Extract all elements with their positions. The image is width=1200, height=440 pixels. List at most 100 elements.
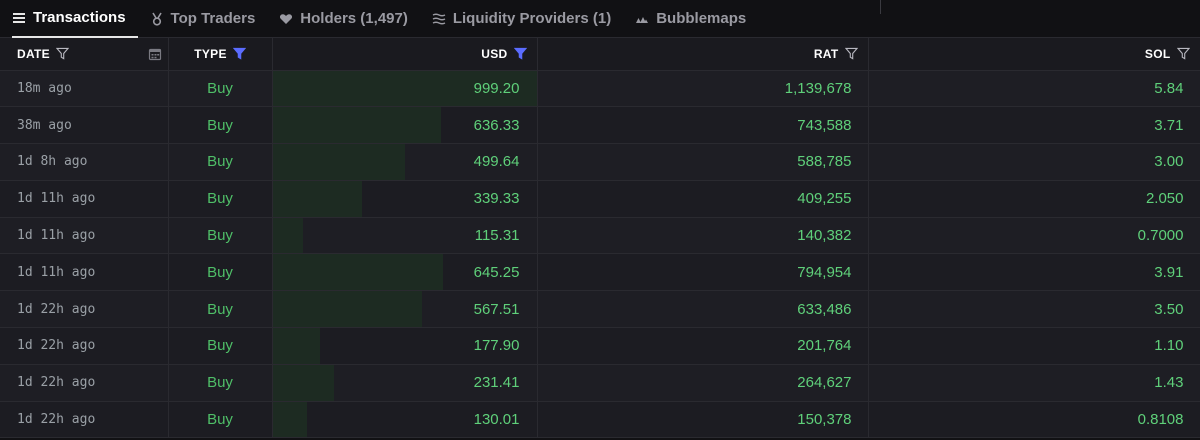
table-row[interactable]: 1d 22h ago Buy 567.51 633,486 3.50	[0, 290, 1200, 329]
panel-divider	[880, 0, 881, 14]
usd-value: 177.90	[473, 337, 520, 355]
usd-value: 339.33	[473, 190, 520, 208]
usd-value: 567.51	[473, 300, 520, 318]
tab-label: Bubblemaps	[656, 10, 747, 27]
column-header-label: TYPE	[194, 46, 227, 61]
rat-cell: 588,785	[537, 143, 869, 181]
filter-icon[interactable]	[844, 47, 858, 60]
column-header-label: DATE	[17, 46, 50, 61]
sol-cell: 0.8108	[868, 401, 1200, 439]
type-cell: Buy	[168, 290, 273, 329]
table-row[interactable]: 1d 22h ago Buy 130.01 150,378 0.8108	[0, 401, 1200, 439]
sol-cell: 0.7000	[868, 217, 1200, 255]
usd-volume-bar	[272, 291, 423, 328]
usd-volume-bar	[272, 107, 441, 144]
type-cell: Buy	[168, 364, 273, 402]
filter-icon[interactable]	[1176, 47, 1190, 60]
rat-cell: 201,764	[537, 327, 869, 365]
type-cell: Buy	[168, 327, 273, 365]
usd-cell: 567.51	[272, 290, 538, 329]
tab-bubblemaps[interactable]: Bubblemaps	[635, 0, 758, 38]
transactions-table: DATE TYPE USD	[0, 38, 1200, 439]
column-header-usd[interactable]: USD	[272, 38, 538, 71]
usd-value: 115.31	[474, 227, 520, 245]
rat-cell: 743,588	[537, 106, 869, 145]
usd-volume-bar	[272, 401, 307, 438]
date-cell: 1d 11h ago	[0, 180, 169, 218]
sol-cell: 3.50	[868, 290, 1200, 329]
sol-cell: 5.84	[868, 70, 1200, 108]
type-cell: Buy	[168, 401, 273, 439]
tab-holders[interactable]: Holders (1,497)	[279, 0, 420, 38]
date-cell: 1d 11h ago	[0, 253, 169, 292]
filter-active-icon[interactable]	[232, 47, 246, 60]
table-row[interactable]: 1d 11h ago Buy 115.31 140,382 0.7000	[0, 217, 1200, 255]
tab-liquidity-providers[interactable]: Liquidity Providers (1)	[432, 0, 623, 38]
column-header-label: SOL	[1144, 46, 1171, 61]
calendar-icon[interactable]	[148, 47, 162, 61]
rat-cell: 264,627	[537, 364, 869, 402]
rat-cell: 794,954	[537, 253, 869, 292]
usd-cell: 999.20	[272, 70, 538, 108]
type-cell: Buy	[168, 70, 273, 108]
rat-cell: 633,486	[537, 290, 869, 329]
date-cell: 1d 22h ago	[0, 364, 169, 402]
table-row[interactable]: 1d 22h ago Buy 231.41 264,627 1.43	[0, 364, 1200, 402]
usd-value: 499.64	[473, 153, 520, 171]
tab-top-traders[interactable]: Top Traders	[150, 0, 268, 38]
table-row[interactable]: 1d 11h ago Buy 339.33 409,255 2.050	[0, 180, 1200, 218]
usd-volume-bar	[272, 254, 443, 291]
column-header-label: RAT	[813, 46, 839, 61]
sol-cell: 1.10	[868, 327, 1200, 365]
date-cell: 1d 22h ago	[0, 327, 169, 365]
usd-value: 231.41	[473, 374, 520, 392]
tab-bar: Transactions Top Traders Holders (1,497)…	[0, 0, 1200, 38]
usd-value: 636.33	[473, 116, 520, 134]
type-cell: Buy	[168, 180, 273, 218]
usd-cell: 645.25	[272, 253, 538, 292]
usd-cell: 499.64	[272, 143, 538, 181]
type-cell: Buy	[168, 106, 273, 145]
tab-transactions[interactable]: Transactions	[12, 0, 138, 38]
date-cell: 1d 22h ago	[0, 290, 169, 329]
type-cell: Buy	[168, 217, 273, 255]
usd-cell: 130.01	[272, 401, 538, 439]
date-cell: 38m ago	[0, 106, 169, 145]
waves-icon	[432, 12, 446, 26]
column-header-rat[interactable]: RAT	[537, 38, 869, 71]
usd-cell: 339.33	[272, 180, 538, 218]
usd-volume-bar	[272, 144, 405, 180]
usd-volume-bar	[272, 364, 334, 401]
type-cell: Buy	[168, 253, 273, 292]
usd-cell: 636.33	[272, 106, 538, 145]
date-cell: 1d 22h ago	[0, 401, 169, 439]
table-row[interactable]: 1d 8h ago Buy 499.64 588,785 3.00	[0, 143, 1200, 181]
table-row[interactable]: 18m ago Buy 999.20 1,139,678 5.84	[0, 70, 1200, 108]
column-header-type[interactable]: TYPE	[168, 38, 273, 71]
sol-cell: 3.71	[868, 106, 1200, 145]
column-header-date[interactable]: DATE	[0, 38, 169, 71]
type-cell: Buy	[168, 143, 273, 181]
column-header-sol[interactable]: SOL	[868, 38, 1200, 71]
date-cell: 1d 8h ago	[0, 143, 169, 181]
usd-volume-bar	[272, 180, 363, 217]
usd-cell: 231.41	[272, 364, 538, 402]
filter-active-icon[interactable]	[513, 47, 527, 60]
medal-icon	[150, 12, 164, 26]
usd-volume-bar	[272, 217, 303, 254]
filter-icon[interactable]	[55, 47, 69, 60]
sol-cell: 3.00	[868, 143, 1200, 181]
date-cell: 18m ago	[0, 70, 169, 108]
table-row[interactable]: 1d 22h ago Buy 177.90 201,764 1.10	[0, 327, 1200, 365]
heart-icon	[279, 12, 293, 26]
date-cell: 1d 11h ago	[0, 217, 169, 255]
table-row[interactable]: 1d 11h ago Buy 645.25 794,954 3.91	[0, 253, 1200, 292]
tab-label: Liquidity Providers (1)	[452, 10, 612, 27]
usd-cell: 177.90	[272, 327, 538, 365]
rat-cell: 409,255	[537, 180, 869, 218]
usd-value: 999.20	[473, 79, 520, 97]
table-body: 18m ago Buy 999.20 1,139,678 5.84 38m ago Buy 6…	[0, 70, 1200, 439]
tab-label: Holders (1,497)	[300, 10, 408, 27]
rat-cell: 150,378	[537, 401, 869, 439]
table-row[interactable]: 38m ago Buy 636.33 743,588 3.71	[0, 106, 1200, 145]
